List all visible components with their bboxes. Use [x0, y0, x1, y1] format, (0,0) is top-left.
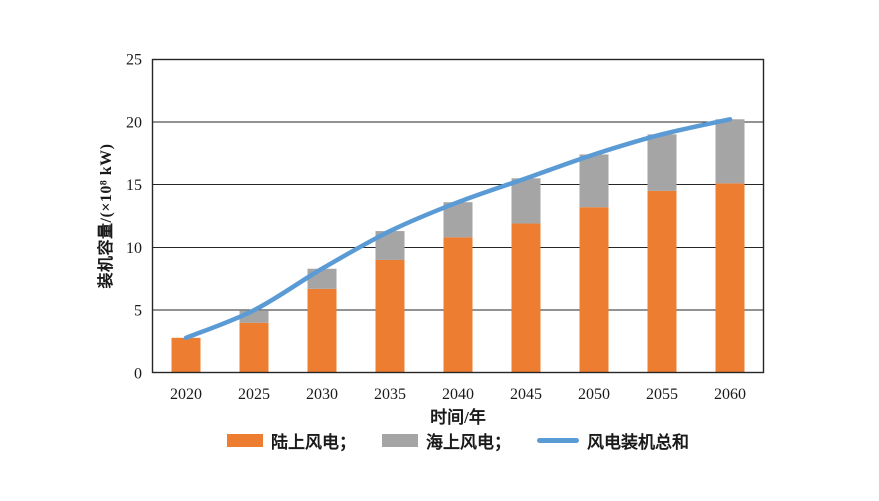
bar-onshore-2055 — [647, 190, 677, 373]
offshore-swatch-icon — [382, 434, 418, 447]
x-tick-label: 2030 — [306, 386, 338, 403]
total-line-swatch-icon — [537, 438, 579, 443]
legend: 陆上风电； 海上风电； 风电装机总和 — [152, 428, 764, 453]
y-tick-label: 20 — [126, 114, 142, 131]
bar-offshore-2050 — [579, 154, 609, 208]
bar-offshore-2045 — [511, 178, 541, 224]
y-tick-label: 5 — [134, 303, 142, 320]
x-tick-label: 2060 — [714, 386, 746, 403]
legend-label-offshore: 海上风电； — [426, 433, 511, 452]
bar-offshore-2030 — [307, 268, 337, 289]
y-tick-label: 15 — [126, 177, 142, 194]
onshore-swatch-icon — [227, 434, 263, 447]
legend-label-total: 风电装机总和 — [587, 433, 689, 452]
legend-label-onshore: 陆上风电； — [271, 433, 356, 452]
x-tick-label: 2055 — [646, 386, 678, 403]
y-tick-label: 0 — [134, 366, 142, 383]
bar-onshore-2035 — [375, 259, 405, 373]
x-tick-label: 2045 — [510, 386, 542, 403]
x-tick-label: 2035 — [374, 386, 406, 403]
legend-item-onshore: 陆上风电； — [227, 428, 356, 453]
bar-onshore-2040 — [443, 237, 473, 373]
x-axis-title: 时间/年 — [430, 408, 486, 427]
x-tick-label: 2025 — [238, 386, 270, 403]
y-tick-label: 25 — [126, 52, 142, 69]
total-capacity-line — [183, 117, 733, 341]
y-axis-title: 装机容量/(×10⁸ kW) — [98, 143, 115, 289]
bar-onshore-2045 — [511, 223, 541, 373]
legend-item-total: 风电装机总和 — [537, 428, 689, 453]
bar-onshore-2020 — [171, 337, 201, 373]
bar-onshore-2060 — [715, 183, 745, 373]
legend-item-offshore: 海上风电； — [382, 428, 511, 453]
bar-offshore-2055 — [647, 134, 677, 191]
x-tick-label: 2040 — [442, 386, 474, 403]
y-tick-label: 10 — [126, 240, 142, 257]
bar-onshore-2050 — [579, 207, 609, 373]
x-tick-label: 2050 — [578, 386, 610, 403]
x-tick-label: 2020 — [170, 386, 202, 403]
bar-onshore-2025 — [239, 322, 269, 373]
bar-offshore-2060 — [715, 119, 745, 184]
plot-border — [151, 58, 765, 374]
bar-onshore-2030 — [307, 288, 337, 373]
